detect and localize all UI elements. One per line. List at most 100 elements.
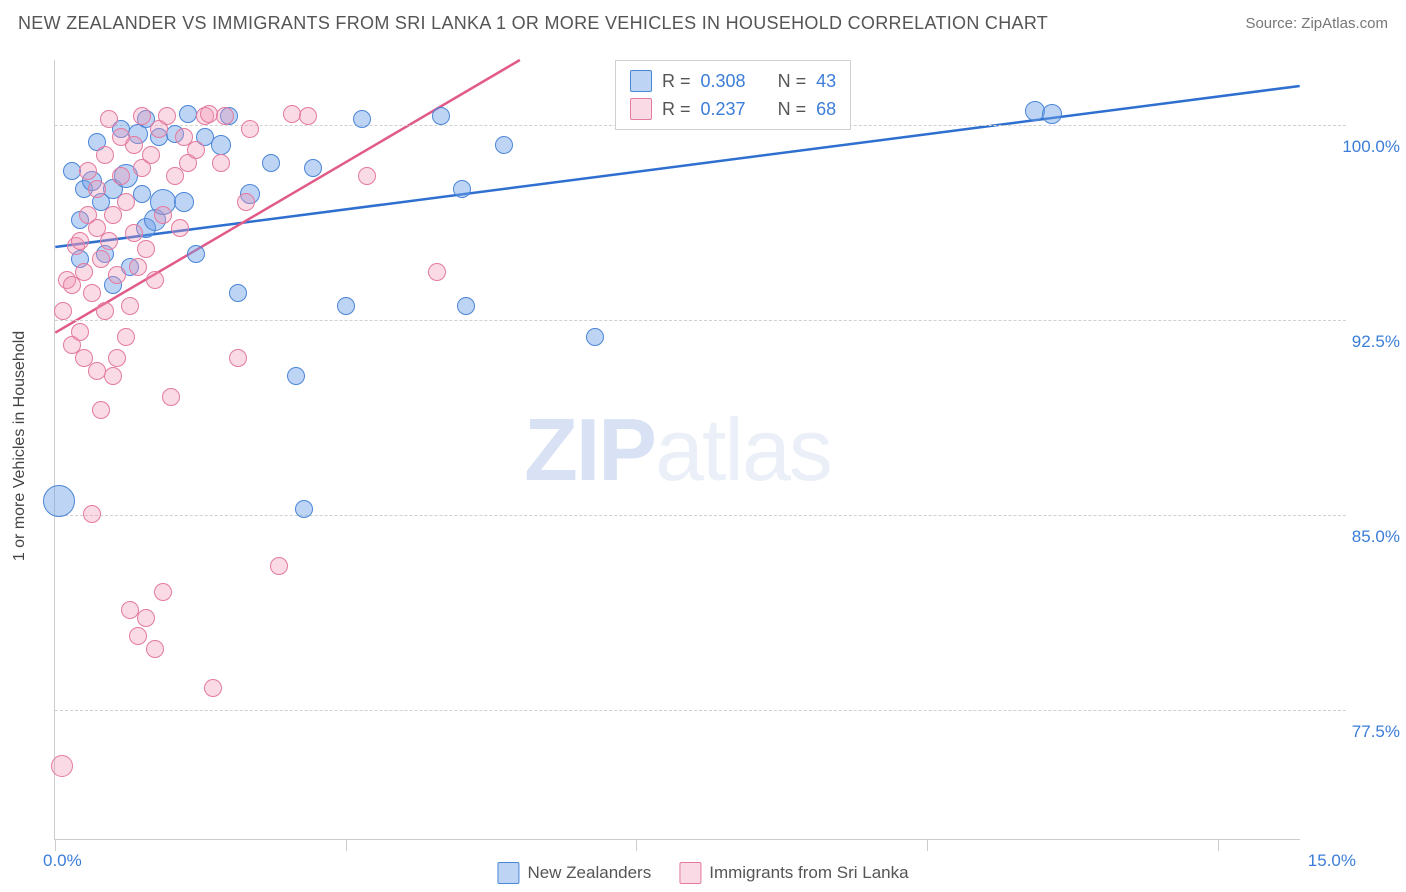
stats-legend: R = 0.308 N = 43 R = 0.237 N = 68	[615, 60, 851, 130]
stats-n-label: N =	[778, 95, 807, 123]
scatter-point-sl	[71, 323, 89, 341]
chart-title: NEW ZEALANDER VS IMMIGRANTS FROM SRI LAN…	[18, 13, 1048, 34]
scatter-point-sl	[146, 271, 164, 289]
scatter-point-sl	[428, 263, 446, 281]
y-axis-label: 1 or more Vehicles in Household	[11, 331, 29, 561]
scatter-point-sl	[125, 136, 143, 154]
scatter-point-nz	[295, 500, 313, 518]
y-tick-label: 100.0%	[1310, 137, 1400, 157]
stats-r-value[interactable]: 0.237	[701, 95, 746, 123]
scatter-point-sl	[162, 388, 180, 406]
scatter-point-sl	[71, 232, 89, 250]
x-tick	[927, 839, 928, 851]
scatter-point-nz	[432, 107, 450, 125]
legend-item-nz: New Zealanders	[497, 862, 651, 884]
scatter-point-nz	[63, 162, 81, 180]
scatter-point-nz	[457, 297, 475, 315]
scatter-point-sl	[133, 107, 151, 125]
x-tick	[346, 839, 347, 851]
scatter-point-sl	[137, 240, 155, 258]
legend-label-sl: Immigrants from Sri Lanka	[709, 863, 908, 883]
scatter-point-nz	[353, 110, 371, 128]
scatter-point-sl	[92, 250, 110, 268]
scatter-point-sl	[104, 367, 122, 385]
watermark-atlas: atlas	[655, 400, 831, 499]
scatter-point-sl	[154, 583, 172, 601]
scatter-point-sl	[216, 107, 234, 125]
scatter-point-nz	[287, 367, 305, 385]
scatter-point-nz	[43, 485, 75, 517]
stats-r-value[interactable]: 0.308	[701, 67, 746, 95]
scatter-point-sl	[237, 193, 255, 211]
scatter-point-sl	[117, 193, 135, 211]
scatter-point-sl	[100, 232, 118, 250]
legend-swatch-sl	[679, 862, 701, 884]
scatter-point-sl	[96, 302, 114, 320]
stats-r-label: R =	[662, 67, 691, 95]
x-tick	[1218, 839, 1219, 851]
stats-r-label: R =	[662, 95, 691, 123]
stats-n-value[interactable]: 68	[816, 95, 836, 123]
x-tick	[636, 839, 637, 851]
legend-label-nz: New Zealanders	[527, 863, 651, 883]
source-label: Source: ZipAtlas.com	[1245, 15, 1388, 32]
scatter-point-sl	[204, 679, 222, 697]
scatter-point-nz	[133, 185, 151, 203]
legend-item-sl: Immigrants from Sri Lanka	[679, 862, 908, 884]
scatter-point-sl	[137, 609, 155, 627]
y-tick-label: 77.5%	[1310, 722, 1400, 742]
scatter-point-sl	[112, 167, 130, 185]
legend-swatch-nz	[497, 862, 519, 884]
gridline-h	[55, 710, 1346, 711]
stats-swatch-nz	[630, 70, 652, 92]
scatter-point-sl	[129, 258, 147, 276]
scatter-point-sl	[75, 263, 93, 281]
scatter-point-nz	[211, 135, 231, 155]
scatter-point-sl	[241, 120, 259, 138]
scatter-point-sl	[299, 107, 317, 125]
scatter-point-sl	[171, 219, 189, 237]
x-tick-label: 0.0%	[43, 851, 82, 871]
scatter-point-sl	[154, 206, 172, 224]
scatter-point-sl	[212, 154, 230, 172]
scatter-point-sl	[117, 328, 135, 346]
scatter-point-nz	[229, 284, 247, 302]
y-tick-label: 92.5%	[1310, 332, 1400, 352]
scatter-point-sl	[146, 640, 164, 658]
scatter-point-sl	[187, 141, 205, 159]
scatter-point-sl	[200, 105, 218, 123]
y-tick-label: 85.0%	[1310, 527, 1400, 547]
scatter-point-nz	[453, 180, 471, 198]
scatter-point-sl	[83, 284, 101, 302]
x-tick-label: 15.0%	[1308, 851, 1356, 871]
scatter-point-sl	[121, 601, 139, 619]
scatter-point-nz	[304, 159, 322, 177]
scatter-point-sl	[142, 146, 160, 164]
scatter-point-sl	[51, 755, 73, 777]
scatter-point-nz	[262, 154, 280, 172]
scatter-point-sl	[121, 297, 139, 315]
scatter-point-sl	[92, 401, 110, 419]
scatter-point-nz	[1042, 104, 1062, 124]
scatter-point-sl	[108, 349, 126, 367]
scatter-point-nz	[179, 105, 197, 123]
scatter-point-sl	[79, 162, 97, 180]
stats-n-value[interactable]: 43	[816, 67, 836, 95]
x-tick	[55, 839, 56, 851]
scatter-point-sl	[229, 349, 247, 367]
stats-row-sl: R = 0.237 N = 68	[630, 95, 836, 123]
scatter-point-sl	[125, 224, 143, 242]
watermark-zip: ZIP	[524, 400, 655, 499]
watermark: ZIPatlas	[524, 399, 831, 501]
gridline-h	[55, 320, 1346, 321]
scatter-point-nz	[174, 192, 194, 212]
scatter-point-nz	[337, 297, 355, 315]
scatter-point-sl	[108, 266, 126, 284]
scatter-point-sl	[83, 505, 101, 523]
scatter-point-nz	[495, 136, 513, 154]
gridline-h	[55, 515, 1346, 516]
scatter-point-nz	[586, 328, 604, 346]
header-bar: NEW ZEALANDER VS IMMIGRANTS FROM SRI LAN…	[0, 0, 1406, 46]
stats-n-label: N =	[778, 67, 807, 95]
scatter-point-sl	[88, 180, 106, 198]
